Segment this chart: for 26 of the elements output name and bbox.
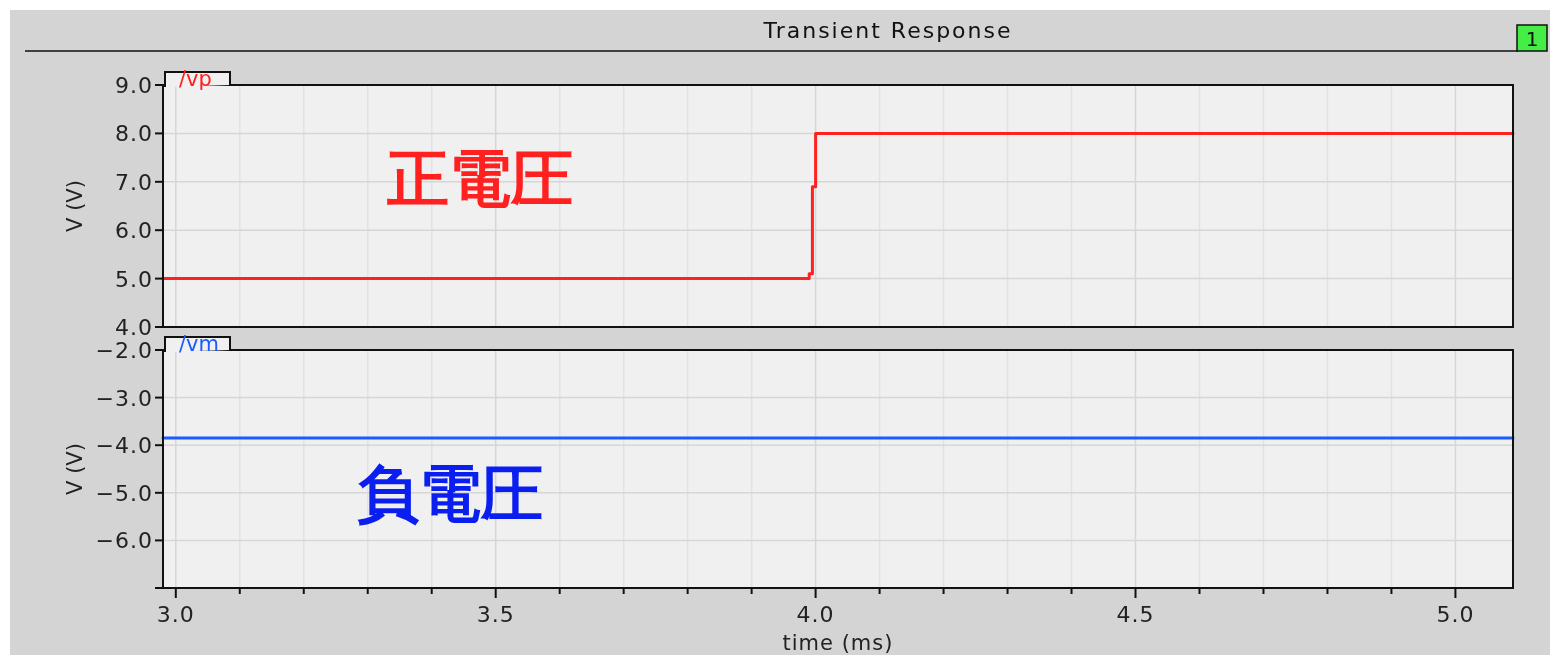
text: /vm [179, 332, 219, 356]
annotation: 正電圧 [386, 142, 573, 215]
y-tick-label: 4.0 [115, 315, 153, 340]
x-tick-label: 5.0 [1436, 602, 1475, 627]
y-tick-label: −2.0 [95, 338, 153, 363]
x-axis-title: time (ms) [782, 631, 894, 655]
y-tick-label: −4.0 [95, 433, 153, 459]
x-tick-label: 4.5 [1116, 602, 1155, 627]
x-tick-label: 3.5 [476, 602, 515, 627]
y-axis-title: V (V) [63, 180, 87, 232]
y-tick-label: −5.0 [95, 480, 153, 506]
y-tick-label: 7.0 [115, 169, 153, 195]
y-tick-label: 5.0 [115, 266, 153, 292]
text: 1 [1525, 27, 1539, 51]
x-tick-label: 3.0 [156, 602, 195, 627]
chart-title: Transient Response [762, 18, 1013, 43]
y-tick-label: 8.0 [115, 121, 153, 147]
annotation: 負電圧 [357, 457, 543, 530]
y-tick-label: 6.0 [115, 218, 153, 244]
y-tick-label: 9.0 [115, 73, 153, 98]
y-tick-label: −6.0 [95, 528, 153, 554]
line-series [161, 131, 1515, 281]
text: /vp [179, 67, 212, 91]
y-tick-label: −3.0 [95, 385, 153, 411]
y-axis-title: V (V) [63, 443, 87, 495]
x-tick-label: 4.0 [796, 602, 835, 627]
